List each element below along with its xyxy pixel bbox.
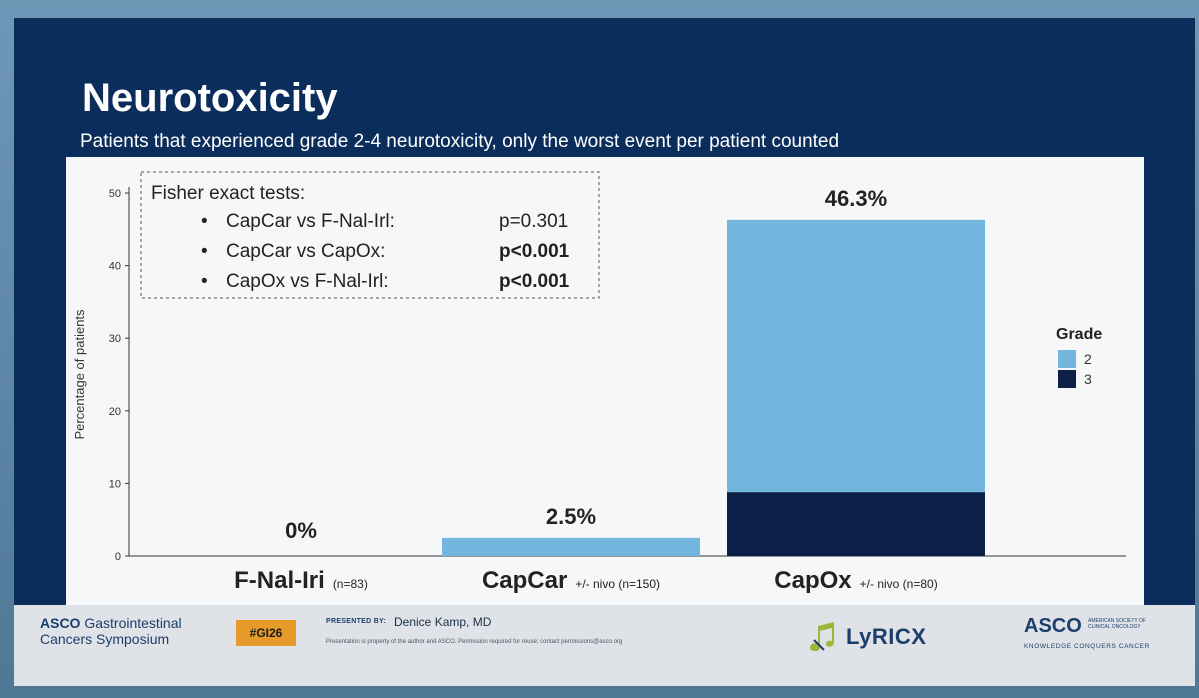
fisher-bullet: • <box>201 241 208 262</box>
category-name: CapCar <box>482 567 567 594</box>
fisher-p-value: p=0.301 <box>499 211 568 232</box>
legend-label-grade-3: 3 <box>1084 371 1092 387</box>
category-name: F-Nal-Iri <box>234 567 325 594</box>
x-category-label: CapOx +/- nivo (n=80) <box>774 567 937 594</box>
fisher-test-box: Fisher exact tests: • CapCar vs F-Nal-Irl:… <box>140 171 600 299</box>
legend-swatch-grade-3 <box>1058 370 1076 388</box>
hashtag-badge: #GI26 <box>236 620 296 646</box>
presented-by-label: PRESENTED BY: <box>326 618 387 625</box>
chart-bars <box>442 219 985 556</box>
y-tick-label: 0 <box>115 551 121 563</box>
chart-panel: 0 10 20 30 40 50 Percentage of patients 0% F-Na… <box>66 157 1144 605</box>
chart-labels: 0% F-Nal-Iri (n=83) 2.5% CapCar +/- nivo (n=1… <box>234 186 938 594</box>
bar-capox-grade-3 <box>727 492 985 556</box>
chart-legend: Grade 2 3 <box>1056 326 1102 388</box>
bar-capcar-grade-2 <box>442 537 700 556</box>
bar-value-label: 0% <box>285 518 317 543</box>
legend-title: Grade <box>1056 326 1102 343</box>
category-name: CapOx <box>774 567 852 594</box>
fisher-comparison: CapCar vs F-Nal-Irl: <box>226 211 395 232</box>
bar-value-label: 46.3% <box>825 186 887 211</box>
fisher-bullet: • <box>201 271 208 292</box>
category-note: +/- nivo (n=80) <box>860 577 938 591</box>
neurotoxicity-chart: 0 10 20 30 40 50 Percentage of patients 0% F-Na… <box>72 171 1126 594</box>
asco-gi-brand: ASCO <box>40 615 81 631</box>
fisher-p-value: p<0.001 <box>499 271 570 292</box>
legend-swatch-grade-2 <box>1058 350 1076 368</box>
fisher-p-value: p<0.001 <box>499 241 570 262</box>
asco-gi-line1: Gastrointestinal <box>80 615 182 631</box>
bar-value-label: 2.5% <box>546 504 596 529</box>
slide: Neurotoxicity Patients that experienced … <box>14 18 1195 686</box>
asco-gi-line2: Cancers Symposium <box>40 631 170 647</box>
x-category-label: CapCar +/- nivo (n=150) <box>482 567 660 594</box>
fisher-bullet: • <box>201 211 208 232</box>
slide-title: Neurotoxicity <box>82 76 338 120</box>
y-tick-label: 40 <box>109 261 121 273</box>
music-note-icon <box>810 622 834 651</box>
category-note: (n=83) <box>333 577 368 591</box>
asco-tagline: KNOWLEDGE CONQUERS CANCER <box>1024 643 1150 650</box>
fisher-comparison: CapCar vs CapOx: <box>226 241 385 262</box>
fisher-heading: Fisher exact tests: <box>151 183 305 204</box>
asco-wordmark: ASCO <box>1024 615 1082 637</box>
y-tick-label: 20 <box>109 406 121 418</box>
chart-axes: 0 10 20 30 40 50 Percentage of patients <box>72 187 1126 563</box>
y-tick-label: 50 <box>109 188 121 200</box>
x-category-label: F-Nal-Iri (n=83) <box>234 567 368 594</box>
presenter-name: Denice Kamp, MD <box>394 615 492 629</box>
y-axis-title: Percentage of patients <box>72 309 87 440</box>
lyricx-wordmark: LyRICX <box>846 624 927 649</box>
legend-label-grade-2: 2 <box>1084 351 1092 367</box>
asco-society-name: AMERICAN SOCIETY OF CLINICAL ONCOLOGY <box>1088 618 1146 630</box>
lyricx-logo: LyRICX <box>804 617 926 657</box>
disclaimer: Presentation is property of the author a… <box>326 639 623 645</box>
y-tick-label: 10 <box>109 478 121 490</box>
y-tick-label: 30 <box>109 333 121 345</box>
bar-capox-grade-2 <box>727 219 985 493</box>
fisher-box-border <box>140 171 600 299</box>
slide-subtitle: Patients that experienced grade 2-4 neur… <box>80 131 840 152</box>
asco-gi-symposium-logo: ASCO Gastrointestinal Cancers Symposium <box>40 615 182 647</box>
asco-logo: ASCO AMERICAN SOCIETY OF CLINICAL ONCOLO… <box>1024 615 1174 665</box>
category-note: +/- nivo (n=150) <box>575 577 660 591</box>
fisher-comparison: CapOx vs F-Nal-Irl: <box>226 271 389 292</box>
slide-footer: ASCO Gastrointestinal Cancers Symposium … <box>14 605 1195 686</box>
